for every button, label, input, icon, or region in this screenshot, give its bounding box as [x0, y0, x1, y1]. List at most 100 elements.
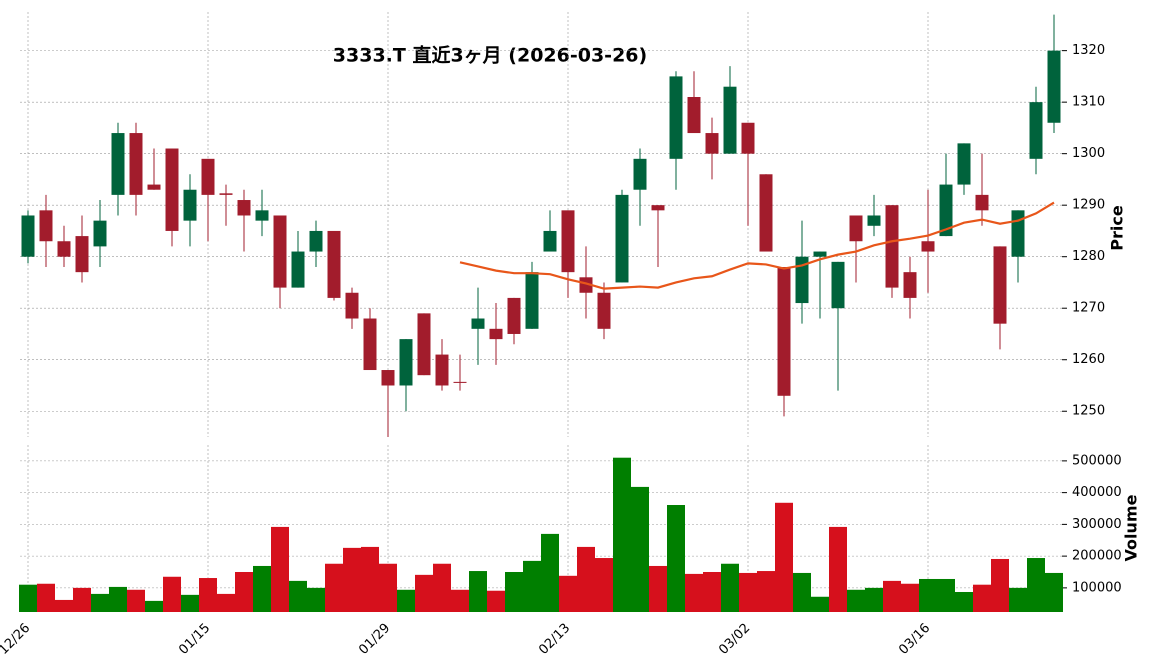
candle-body — [39, 210, 53, 242]
volume-bar — [487, 590, 505, 612]
volume-bar — [253, 565, 271, 612]
volume-bar — [73, 587, 91, 612]
candle-body — [507, 297, 521, 334]
volume-bar — [775, 502, 793, 612]
volume-bar — [811, 596, 829, 612]
volume-tick-label: 100000 — [1072, 580, 1122, 595]
candle-body — [435, 354, 449, 386]
candle-body — [957, 143, 971, 185]
candle-body — [129, 133, 143, 195]
candle-body — [939, 184, 953, 237]
candle-body — [201, 158, 215, 195]
volume-bar — [271, 526, 289, 612]
x-tick-label: 01/15 — [176, 621, 213, 658]
volume-bar — [577, 546, 595, 612]
y-axis-label: Price — [1108, 205, 1127, 251]
volume-bar — [127, 589, 145, 612]
candle-body — [93, 220, 107, 247]
volume-bar — [955, 591, 973, 612]
y-tick-label: 1310 — [1072, 95, 1105, 110]
candle-body — [597, 292, 611, 329]
candle-body — [219, 193, 233, 195]
volume-bar — [181, 594, 199, 612]
candle-body — [489, 328, 503, 340]
candle-body — [165, 148, 179, 231]
volume-bar — [397, 589, 415, 612]
x-tick-label: 02/13 — [536, 621, 573, 658]
candle-body — [903, 272, 917, 298]
volume-bar — [721, 563, 739, 612]
x-tick-label: 01/29 — [356, 621, 393, 658]
volume-tick-label: 400000 — [1072, 485, 1122, 500]
volume-bar — [757, 571, 775, 612]
volume-bar — [505, 571, 523, 612]
volume-bar — [1027, 558, 1045, 612]
candle-body — [849, 215, 863, 242]
volume-bar — [937, 578, 955, 612]
volume-tick-label: 200000 — [1072, 549, 1122, 564]
volume-bar — [865, 587, 883, 612]
x-tick-label: 12/26 — [0, 621, 33, 658]
volume-bar — [883, 580, 901, 612]
candle-body — [255, 210, 269, 221]
volume-bar — [793, 572, 811, 612]
candle-body — [921, 241, 935, 252]
chart-title: 3333.T 直近3ヶ月 (2026-03-26) — [333, 44, 647, 67]
y-tick-label: 1280 — [1072, 249, 1105, 264]
candle-body — [21, 215, 35, 257]
x-tick-label: 03/16 — [896, 621, 933, 658]
candle-body — [111, 133, 125, 195]
volume-bar — [703, 571, 721, 612]
candle-body — [381, 370, 395, 386]
candle-body — [327, 230, 341, 298]
volume-bar — [163, 576, 181, 612]
candle-body — [543, 230, 557, 252]
volume-tick-label: 300000 — [1072, 517, 1122, 532]
candle-body — [1011, 210, 1025, 257]
candle-body — [417, 313, 431, 376]
volume-bar — [901, 583, 919, 612]
candle-body — [759, 174, 773, 252]
volume-bar — [973, 584, 991, 612]
volume-bar — [991, 558, 1009, 612]
y-tick-label: 1260 — [1072, 352, 1105, 367]
volume-bar — [145, 600, 163, 612]
candle-body — [1047, 50, 1061, 123]
volume-axis-label: Volume — [1122, 494, 1141, 561]
candle-body — [453, 381, 467, 383]
volume-bar — [469, 571, 487, 612]
candle-body — [669, 76, 683, 159]
candle-body — [885, 205, 899, 288]
candle-body — [471, 318, 485, 329]
volume-bar — [379, 563, 397, 612]
candle-body — [651, 205, 665, 211]
volume-bar — [109, 586, 127, 612]
volume-bar — [595, 558, 613, 612]
volume-bar — [343, 547, 361, 612]
volume-bar — [829, 526, 847, 612]
candle-body — [579, 277, 593, 293]
volume-bar — [613, 457, 631, 612]
volume-bar — [541, 533, 559, 612]
candle-body — [237, 200, 251, 216]
candle-body — [147, 184, 161, 190]
volume-bar — [307, 587, 325, 612]
candle-body — [777, 267, 791, 396]
candle-body — [363, 318, 377, 371]
volume-bar — [451, 589, 469, 612]
volume-bar — [523, 560, 541, 612]
volume-bar — [235, 571, 253, 612]
volume-bar — [289, 580, 307, 612]
candle-body — [1029, 102, 1043, 159]
volume-bar — [433, 563, 451, 612]
candle-body — [813, 251, 827, 257]
candle-body — [561, 210, 575, 273]
candle-body — [399, 339, 413, 386]
candle-body — [705, 133, 719, 154]
volume-bar — [361, 546, 379, 612]
volume-bar — [325, 563, 343, 612]
volume-bar — [649, 565, 667, 612]
candle-body — [795, 256, 809, 304]
candle-body — [525, 272, 539, 329]
